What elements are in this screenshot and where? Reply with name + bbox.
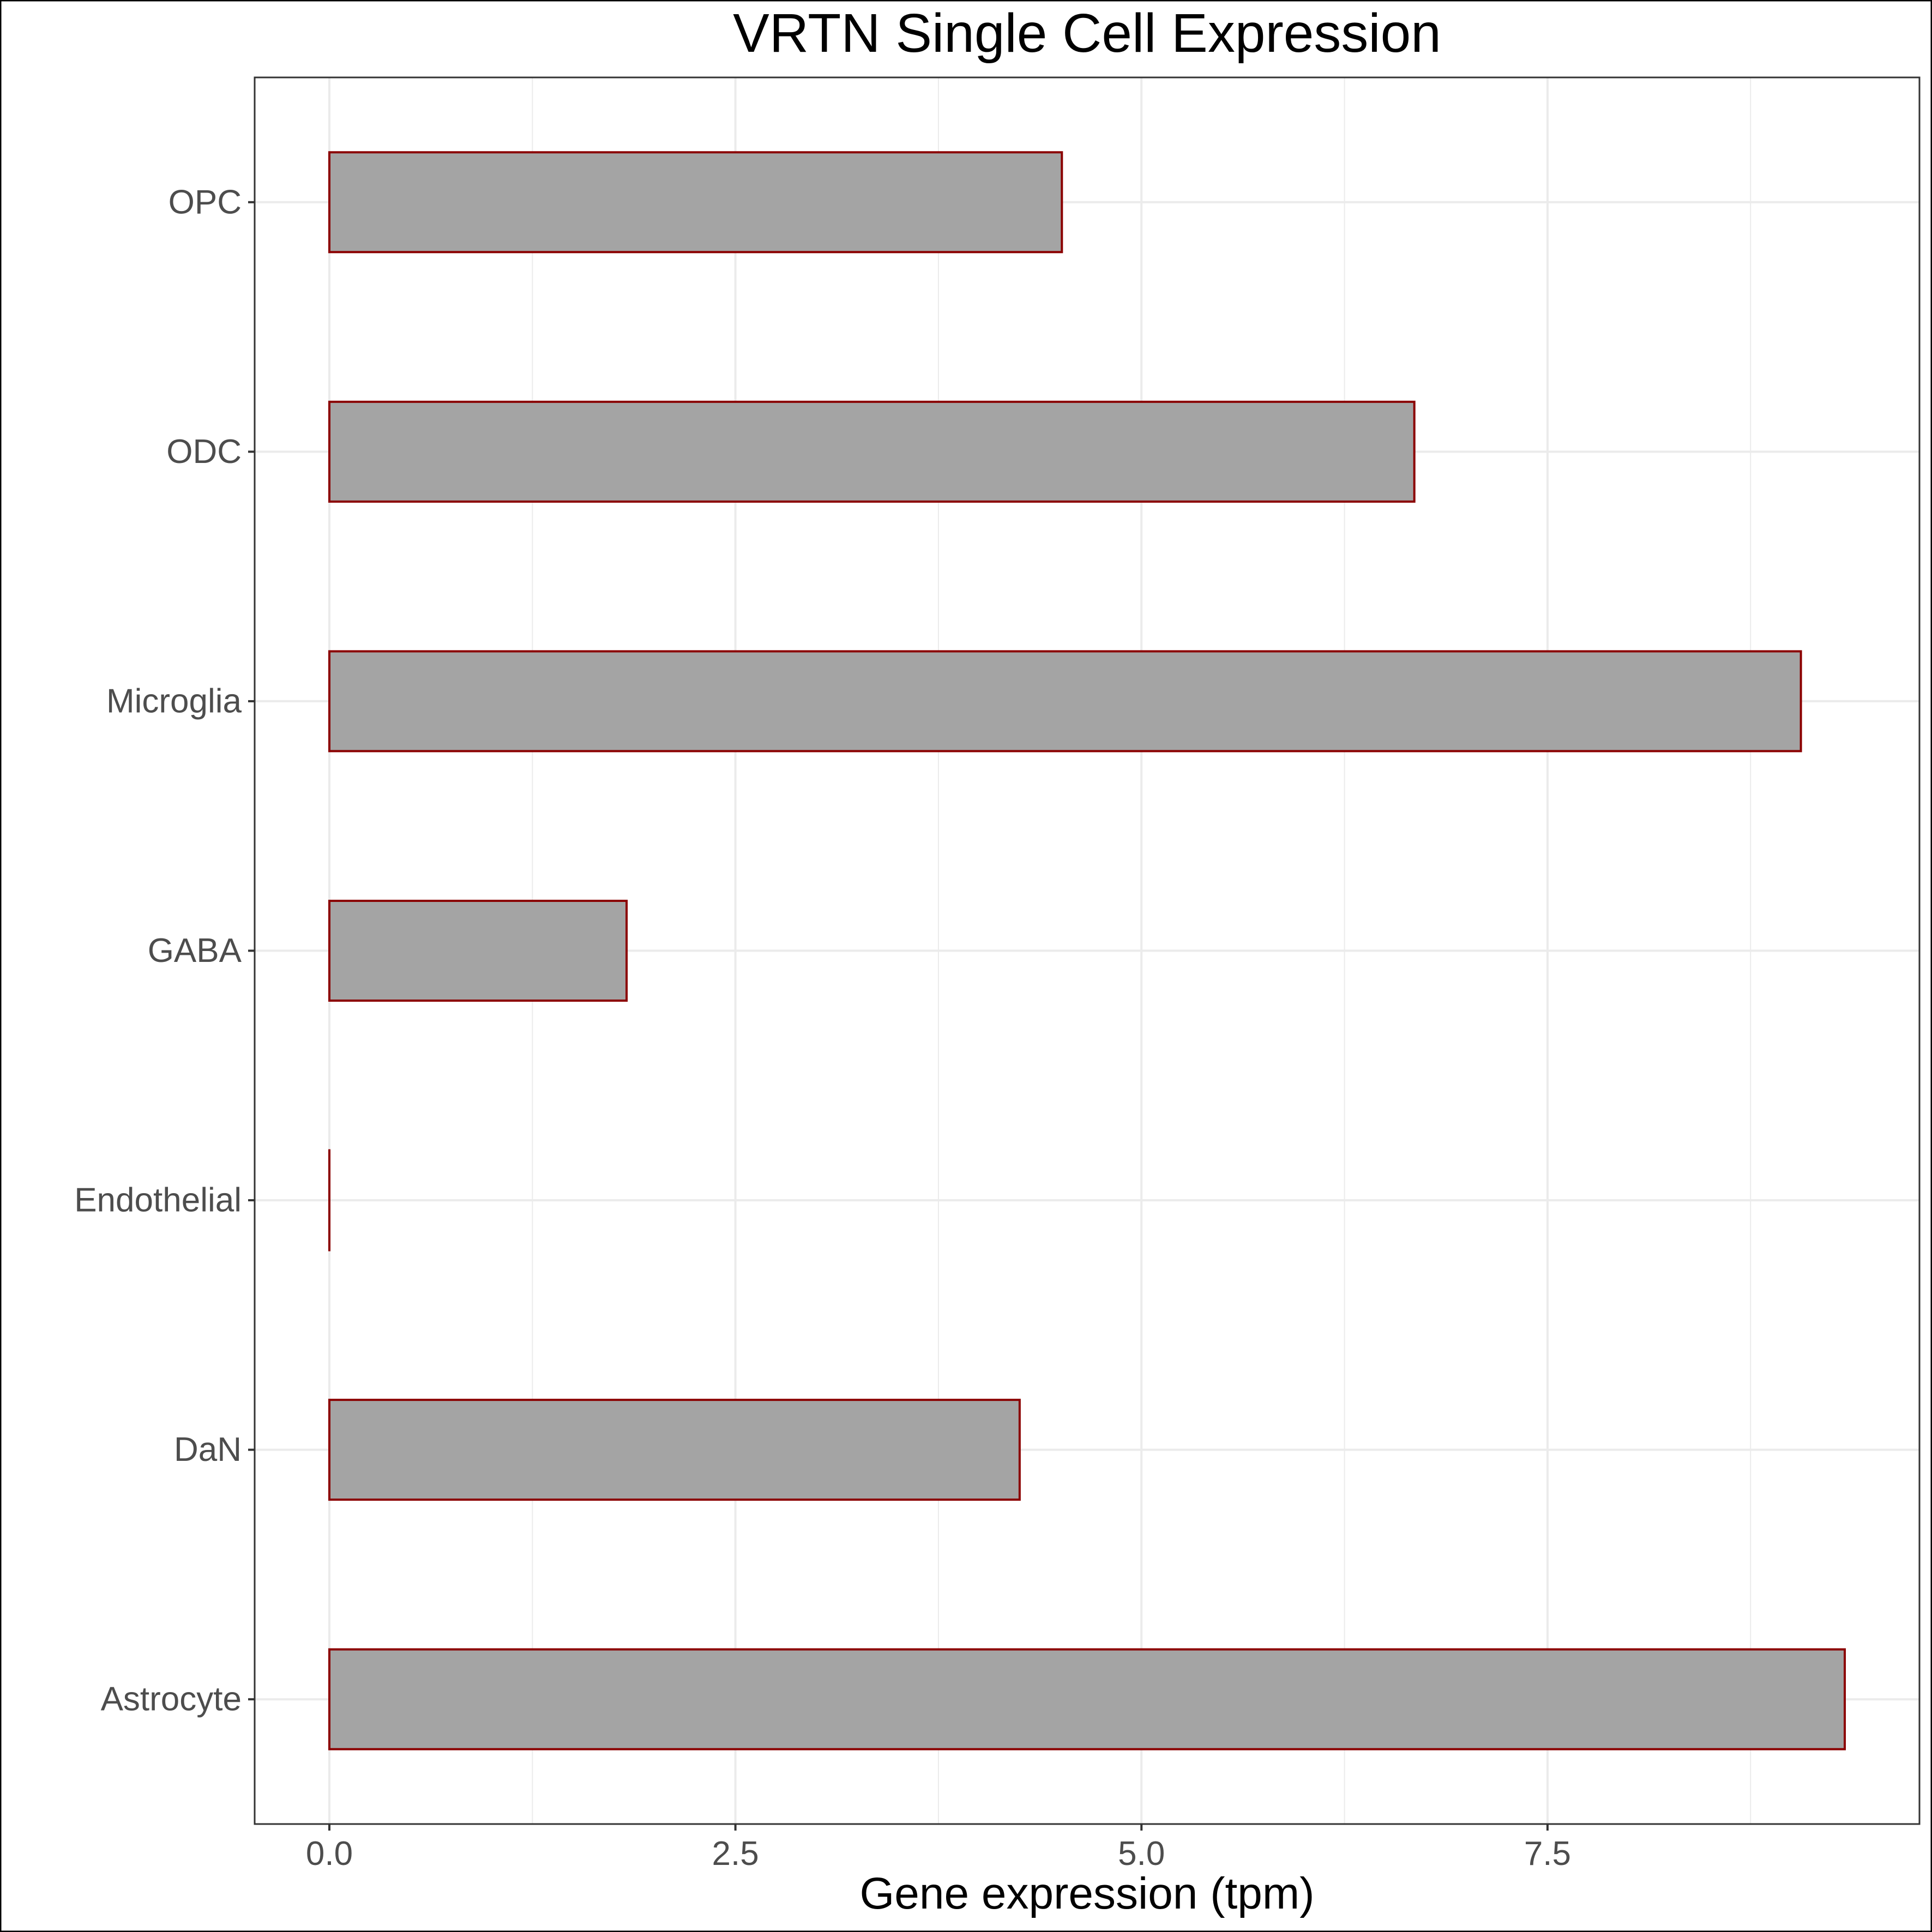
category-label: Astrocyte (101, 1681, 242, 1718)
category-label: Microglia (106, 682, 242, 720)
category-label: Endothelial (74, 1182, 242, 1219)
category-label: DaN (174, 1431, 242, 1468)
category-label: GABA (148, 932, 242, 970)
category-label: ODC (166, 433, 242, 471)
bar-dan (328, 1399, 1021, 1501)
x-tick-label: 7.5 (1524, 1835, 1571, 1873)
category-labels: Astrocyte DaN Endothelial GABA Microglia ODC O… (74, 183, 242, 1718)
tick-marks (248, 201, 1549, 1831)
x-axis-title: Gene expression (tpm) (859, 1869, 1314, 1918)
bar-microglia (328, 650, 1802, 753)
bar-astrocyte (328, 1648, 1846, 1750)
x-tick-labels: 0.0 2.5 5.0 7.5 (306, 1835, 1571, 1873)
x-tick-label: 0.0 (306, 1835, 353, 1873)
bars (328, 151, 1846, 1750)
chart-title: VRTN Single Cell Expression (733, 3, 1441, 64)
bar-odc (328, 400, 1416, 503)
bar-opc (328, 151, 1063, 254)
x-tick-label: 5.0 (1118, 1835, 1165, 1873)
category-label: OPC (168, 183, 242, 221)
bar-gaba (328, 899, 628, 1002)
x-tick-label: 2.5 (712, 1835, 759, 1873)
